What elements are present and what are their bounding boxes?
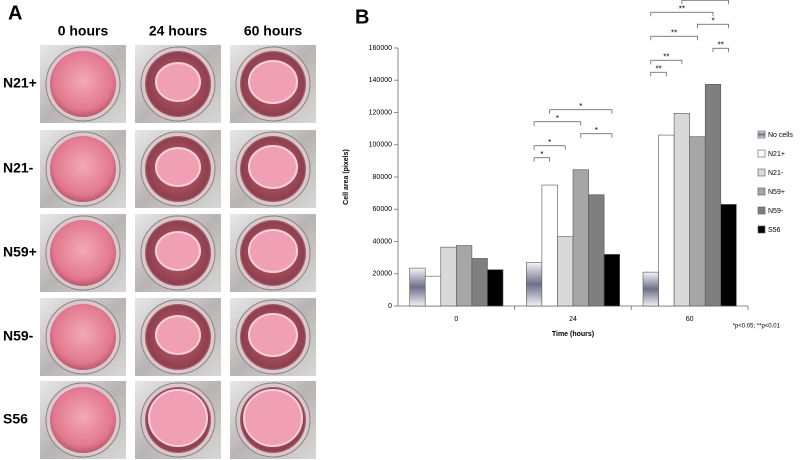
y-tick-label: 100000 [369,142,392,149]
x-tick-label: 0 [454,316,458,323]
bar [588,194,605,307]
cell-sheet [248,229,298,273]
y-tick-label: 60000 [373,206,393,213]
y-tick-label: 140000 [369,77,392,84]
cell-sheet [243,389,303,447]
significance-label: ** [655,64,661,73]
cell-sheet [155,315,201,355]
panel-label: A [8,2,22,24]
column-header: 24 hours [149,23,208,39]
significance-bracket [533,145,566,150]
cell-sheet [248,145,298,189]
bar [456,245,473,307]
y-tick-label: 120000 [369,109,392,116]
bar [440,246,457,307]
significance-label: * [540,150,543,159]
significance-bracket [533,121,582,126]
significance-bracket [650,35,698,41]
x-tick-label: 60 [686,316,694,323]
significance-bracket [549,109,613,114]
bar [487,269,504,307]
well-medium [50,136,116,202]
significance-label: * [579,102,582,111]
significance-label: ** [671,28,677,37]
significance-label: * [595,126,598,135]
column-header: 0 hours [58,23,109,39]
cell-sheet [155,62,201,102]
x-axis-title: Time (hours) [552,331,594,338]
bar [658,134,675,307]
well-medium [50,387,116,453]
cell-sheet [155,231,201,271]
bar [689,136,706,307]
significance-label: ** [663,52,669,61]
significance-label: * [556,114,559,123]
row-label: N21+ [3,75,37,91]
bar [603,254,620,307]
footnote: *p<0.05; **p<0.01 [733,324,781,330]
cell-sheet [248,313,298,357]
significance-bracket [712,47,729,53]
legend-label: N59- [768,208,784,215]
y-tick-label: 0 [388,303,392,310]
well-medium [50,220,116,286]
y-axis-title: Cell area (pixels) [343,149,350,205]
legend-label: No cells [768,132,793,139]
legend-swatch [757,225,766,234]
bar [541,184,558,307]
legend-label: N59+ [768,189,785,196]
y-tick-label: 80000 [373,174,393,181]
legend-label: N21+ [768,151,785,158]
significance-label: * [711,16,714,25]
y-tick-label: 160000 [369,45,392,52]
significance-bracket [681,0,729,5]
legend-swatch [757,187,766,196]
significance-label: ** [679,4,685,13]
y-tick-label: 20000 [373,271,393,278]
legend-label: S56 [768,227,781,234]
legend-label: N21- [768,170,784,177]
significance-bracket [533,157,551,162]
bar [673,113,690,307]
bar [424,275,442,307]
row-label: N59- [3,328,34,344]
bar [557,236,574,307]
significance-bracket [580,133,613,138]
panel-label: B [355,6,369,28]
significance-bracket [697,23,729,29]
legend-swatch [757,149,766,158]
cell-sheet [148,389,208,447]
x-tick-label: 24 [569,316,577,323]
row-label: N21- [3,160,34,176]
cell-sheet [248,60,298,104]
bar-chart: 0 20000 40000 60000 80000 100000 120000 140000 1… [343,0,793,338]
well-medium [50,51,116,117]
significance-bracket [650,11,714,17]
legend-swatch [757,168,766,177]
bar [526,262,543,307]
cell-sheet [155,147,201,187]
well-grid: 0 hours 24 hours 60 hours N21+ N21- N59+ N59- S… [3,23,316,459]
bar [572,169,589,307]
well-medium [50,304,116,370]
significance-bracket [650,59,683,65]
bar [642,271,659,307]
bar [409,267,426,307]
significance-label: ** [718,40,724,49]
y-tick-label: 40000 [373,238,393,245]
legend-swatch [757,206,766,215]
bar [720,204,737,307]
bar [704,83,722,307]
row-label: N59+ [3,244,37,260]
significance-label: * [548,138,551,147]
bar [471,258,488,307]
significance-bracket [650,71,667,77]
significance-label: * [704,0,707,1]
column-header: 60 hours [244,23,303,39]
legend-swatch [757,130,766,139]
row-label: S56 [3,411,28,427]
